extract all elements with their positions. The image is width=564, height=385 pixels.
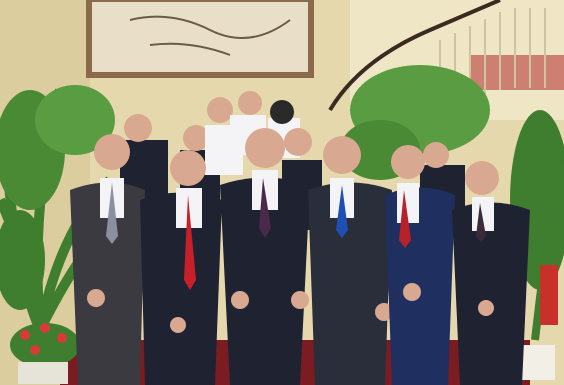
person-front-1: [70, 134, 145, 385]
person-front-6: [452, 161, 530, 385]
flower-pot-left: [10, 323, 80, 384]
person-back-3: [205, 97, 243, 175]
person-front-3: [220, 128, 310, 385]
plant-left: [0, 85, 115, 333]
painting: [92, 2, 308, 72]
person-front-4: [308, 136, 393, 385]
person-front-2: [140, 150, 222, 385]
person-front-5: [385, 145, 455, 385]
front-row: [70, 128, 530, 385]
painting-branches: [129, 15, 291, 56]
stair-railing: [328, 0, 501, 112]
